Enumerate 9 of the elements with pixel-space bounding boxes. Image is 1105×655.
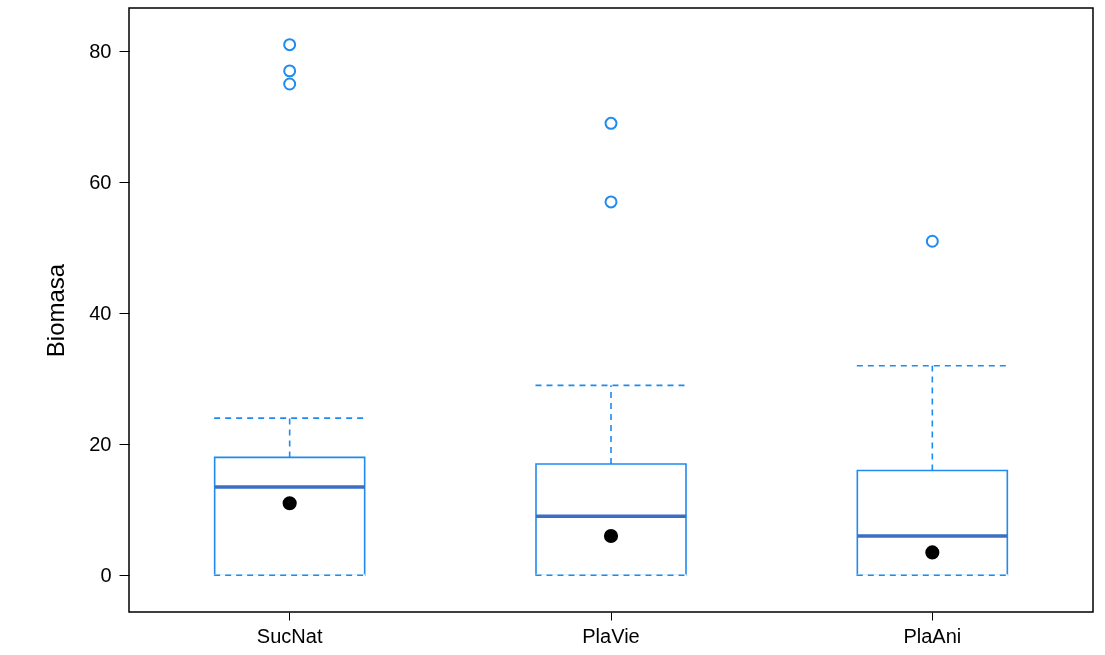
y-tick-label: 20 <box>89 432 112 455</box>
y-tick-label: 80 <box>89 39 112 62</box>
x-tick-label: PlaAni <box>903 624 962 647</box>
y-axis-title: Biomasa <box>42 263 70 358</box>
y-tick-label: 60 <box>89 170 112 193</box>
x-tick-label: SucNat <box>256 624 323 647</box>
x-tick-label: PlaVie <box>582 624 640 647</box>
y-tick-label: 0 <box>100 563 112 586</box>
y-tick-label: 40 <box>89 301 112 324</box>
